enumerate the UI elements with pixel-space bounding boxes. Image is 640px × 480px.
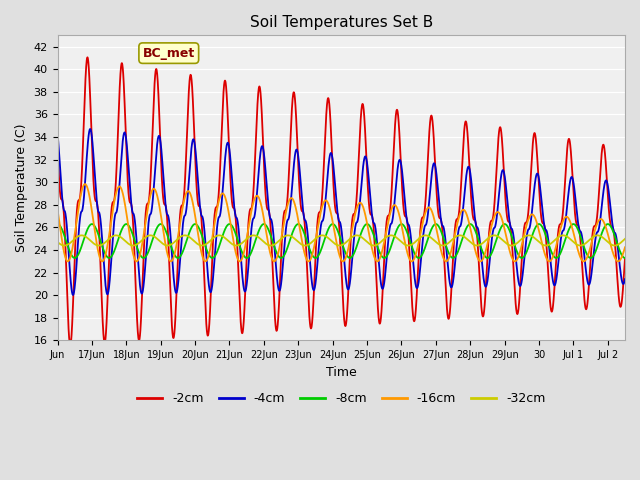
Y-axis label: Soil Temperature (C): Soil Temperature (C) <box>15 124 28 252</box>
Legend: -2cm, -4cm, -8cm, -16cm, -32cm: -2cm, -4cm, -8cm, -16cm, -32cm <box>132 387 550 410</box>
Title: Soil Temperatures Set B: Soil Temperatures Set B <box>250 15 433 30</box>
Text: BC_met: BC_met <box>143 47 195 60</box>
X-axis label: Time: Time <box>326 366 356 379</box>
